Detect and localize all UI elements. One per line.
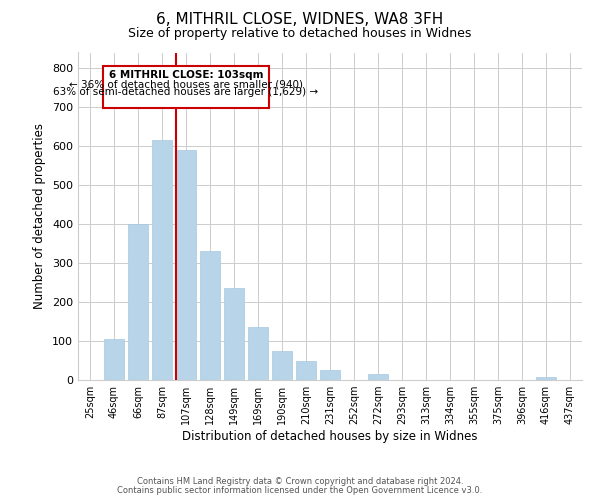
FancyBboxPatch shape [103, 66, 269, 108]
Bar [128, 224, 148, 380]
Bar [320, 370, 340, 380]
X-axis label: Distribution of detached houses by size in Widnes: Distribution of detached houses by size … [182, 430, 478, 443]
Bar [104, 339, 124, 380]
Text: Contains public sector information licensed under the Open Government Licence v3: Contains public sector information licen… [118, 486, 482, 495]
Bar [368, 374, 388, 380]
Bar [248, 328, 268, 380]
Text: ← 36% of detached houses are smaller (940): ← 36% of detached houses are smaller (94… [69, 79, 303, 89]
Text: 6, MITHRIL CLOSE, WIDNES, WA8 3FH: 6, MITHRIL CLOSE, WIDNES, WA8 3FH [157, 12, 443, 28]
Bar [536, 378, 556, 380]
Bar [200, 252, 220, 380]
Text: 6 MITHRIL CLOSE: 103sqm: 6 MITHRIL CLOSE: 103sqm [109, 70, 263, 80]
Bar [176, 150, 196, 380]
Bar [224, 288, 244, 380]
Bar [152, 140, 172, 380]
Text: Size of property relative to detached houses in Widnes: Size of property relative to detached ho… [128, 28, 472, 40]
Y-axis label: Number of detached properties: Number of detached properties [34, 123, 46, 309]
Text: Contains HM Land Registry data © Crown copyright and database right 2024.: Contains HM Land Registry data © Crown c… [137, 477, 463, 486]
Bar [272, 351, 292, 380]
Bar [296, 362, 316, 380]
Text: 63% of semi-detached houses are larger (1,629) →: 63% of semi-detached houses are larger (… [53, 87, 319, 97]
